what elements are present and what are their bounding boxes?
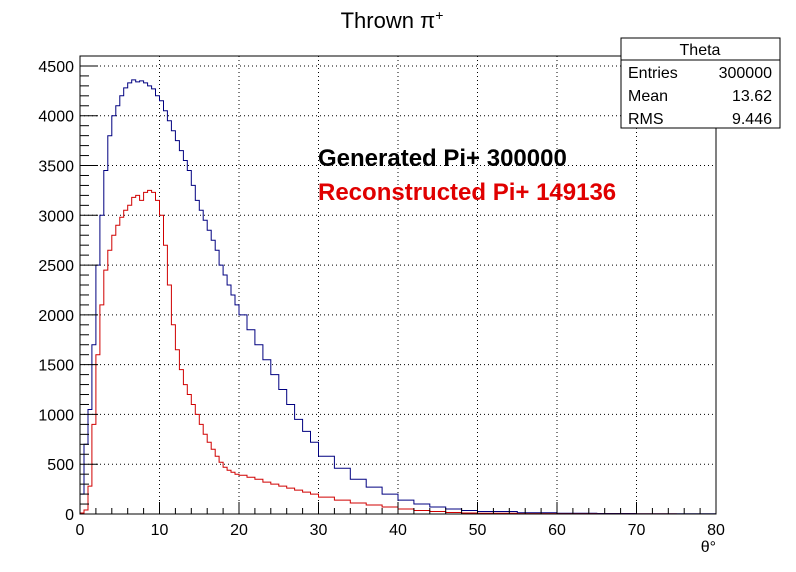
y-tick-label: 1500 <box>38 358 74 375</box>
x-tick-label: 70 <box>628 522 646 539</box>
grid-lines <box>80 56 716 514</box>
x-tick-label: 50 <box>469 522 487 539</box>
x-tick-label: 20 <box>230 522 248 539</box>
stats-entries-value: 300000 <box>719 65 772 82</box>
x-tick-label: 0 <box>76 522 85 539</box>
y-tick-label: 1000 <box>38 407 74 424</box>
y-tick-label: 500 <box>47 457 74 474</box>
stats-mean-label: Mean <box>628 88 668 105</box>
x-tick-label: 40 <box>389 522 407 539</box>
y-tick-label: 4000 <box>38 109 74 126</box>
stats-box-title: Theta <box>680 42 721 59</box>
y-tick-label: 2000 <box>38 308 74 325</box>
y-tick-label: 0 <box>65 507 74 524</box>
stats-rms-value: 9.446 <box>732 111 772 128</box>
series-reconstructed-line <box>79 189 716 515</box>
series-layer <box>79 79 716 515</box>
chart-title-superscript: + <box>435 7 443 23</box>
annotation-generated: Generated Pi+ 300000 <box>318 145 567 172</box>
x-axis-ticks: 0 10 20 30 40 50 60 70 80 <box>76 502 725 539</box>
y-axis-ticks: 0 500 1000 1500 2000 2500 3000 3500 4000 4500 <box>38 59 98 524</box>
x-tick-label: 80 <box>707 522 725 539</box>
y-tick-label: 3500 <box>38 159 74 176</box>
stats-box-frame <box>620 37 781 129</box>
series-generated-line <box>79 79 716 515</box>
chart-title: Thrown π+ <box>341 7 444 33</box>
stats-rms-label: RMS <box>628 111 664 128</box>
stats-mean-value: 13.62 <box>732 88 772 105</box>
y-tick-label: 4500 <box>38 59 74 76</box>
x-tick-label: 30 <box>310 522 328 539</box>
stats-entries-label: Entries <box>628 65 678 82</box>
x-tick-label: 10 <box>151 522 169 539</box>
stats-box: Theta Entries 300000 Mean 13.62 RMS 9.44… <box>620 37 781 129</box>
y-tick-label: 2500 <box>38 258 74 275</box>
annotation-reconstructed: Reconstructed Pi+ 149136 <box>318 179 616 206</box>
x-tick-label: 60 <box>548 522 566 539</box>
y-tick-label: 3000 <box>38 208 74 225</box>
x-axis-label: θ° <box>701 539 716 556</box>
